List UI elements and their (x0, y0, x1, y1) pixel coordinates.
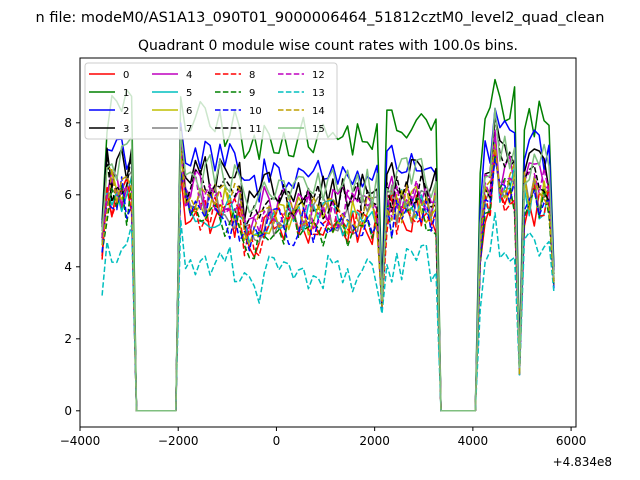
legend-label-11: 11 (249, 124, 262, 135)
y-tick-label: 8 (64, 116, 72, 130)
legend-label-8: 8 (249, 70, 255, 81)
legend-label-1: 1 (123, 88, 129, 99)
x-tick-label: 0 (273, 434, 281, 448)
legend-label-2: 2 (123, 106, 129, 117)
series-line-13 (101, 212, 555, 412)
plot-area (101, 78, 555, 412)
series-line-3 (101, 114, 555, 412)
y-tick-label: 0 (64, 404, 72, 418)
legend-label-10: 10 (249, 106, 262, 117)
x-tick-label: 2000 (359, 434, 390, 448)
legend-label-13: 13 (312, 88, 325, 99)
y-tick-label: 4 (64, 260, 72, 274)
x-tick-label: 6000 (556, 434, 587, 448)
legend-label-7: 7 (186, 124, 192, 135)
series-line-6 (101, 143, 555, 412)
legend-label-6: 6 (186, 106, 192, 117)
x-tick-label: −4000 (60, 434, 101, 448)
series-line-4 (101, 129, 555, 412)
legend-label-14: 14 (312, 106, 325, 117)
legend-label-9: 9 (249, 88, 255, 99)
series-line-11 (101, 114, 555, 412)
x-tick-label: −2000 (158, 434, 199, 448)
legend-label-4: 4 (186, 70, 192, 81)
legend-label-0: 0 (123, 70, 129, 81)
legend-box (84, 62, 338, 140)
legend-label-12: 12 (312, 70, 325, 81)
axes-frame (79, 57, 577, 428)
legend-label-5: 5 (186, 88, 192, 99)
x-tick-label: 4000 (458, 434, 489, 448)
y-tick-label: 2 (64, 332, 72, 346)
x-axis-offset-label: +4.834e8 (553, 455, 612, 469)
figure-suptitle: n file: modeM0/AS1A13_090T01_9000006464_… (36, 10, 605, 26)
legend-label-15: 15 (312, 124, 325, 135)
y-tick-label: 6 (64, 188, 72, 202)
series-line-14 (101, 143, 555, 412)
legend-label-3: 3 (123, 124, 129, 135)
axes: −4000 −2000 0 2000 4000 6000 0 2 4 6 8 (60, 57, 587, 448)
chart-title: Quadrant 0 module wise count rates with … (138, 38, 518, 54)
series-line-9 (101, 154, 555, 412)
series-line-15 (101, 107, 555, 412)
